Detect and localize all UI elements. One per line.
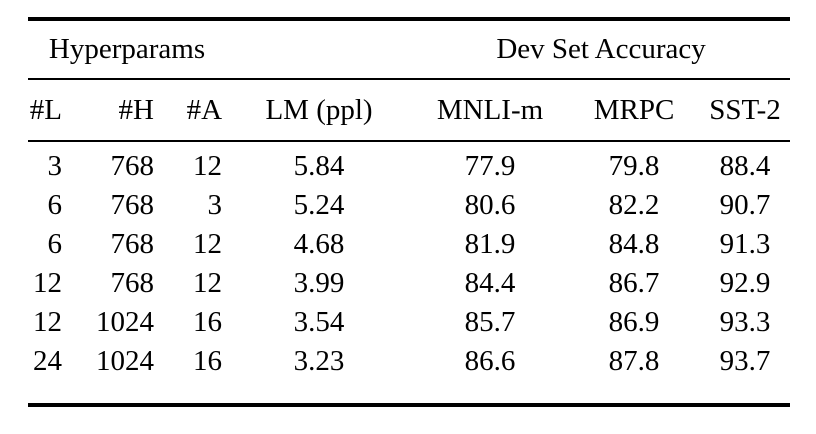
table-cell: 768 xyxy=(110,267,155,299)
table-cell: 12 xyxy=(33,267,62,299)
table-cell: 12 xyxy=(33,306,62,338)
table-cell: 3.54 xyxy=(293,306,345,338)
table-cell: 16 xyxy=(193,345,223,377)
table-cell: 12 xyxy=(193,267,223,299)
table-cell: 3.99 xyxy=(293,267,345,299)
table-row: 3 768 12 5.84 77.9 79.8 88.4 xyxy=(28,141,790,186)
table-cell: 79.8 xyxy=(608,150,660,182)
table-row: 24 1024 16 3.23 86.6 87.8 93.7 xyxy=(28,342,790,405)
table-cell: 4.68 xyxy=(293,228,345,260)
table-cell: 87.8 xyxy=(608,345,660,377)
table-cell: 768 xyxy=(110,150,155,182)
table-cell: 90.7 xyxy=(719,189,771,221)
table-cell: 81.9 xyxy=(464,228,516,260)
table-row: 12 1024 16 3.54 85.7 86.9 93.3 xyxy=(28,303,790,342)
table-cell: 12 xyxy=(193,228,223,260)
table-cell: 84.4 xyxy=(464,267,516,299)
column-header-num-heads: #A xyxy=(186,93,223,126)
column-header-row: #L #H #A LM (ppl) MNLI-m MRPC SST-2 xyxy=(28,79,791,141)
table-cell: 12 xyxy=(193,150,223,182)
table-cell: 5.24 xyxy=(293,189,345,221)
column-header-lm-ppl: LM (ppl) xyxy=(265,93,373,126)
table-cell: 1024 xyxy=(96,345,154,377)
table-cell: 1024 xyxy=(96,306,154,338)
table-cell: 86.6 xyxy=(464,345,516,377)
table-cell: 92.9 xyxy=(719,267,771,299)
table-row: 6 768 3 5.24 80.6 82.2 90.7 xyxy=(28,186,790,225)
table-cell: 91.3 xyxy=(719,228,771,260)
table-cell: 16 xyxy=(193,306,223,338)
column-header-mrpc: MRPC xyxy=(593,93,675,126)
results-table: Hyperparams Dev Set Accuracy #L #H #A LM… xyxy=(28,17,791,407)
table-cell: 3 xyxy=(47,150,63,182)
table-cell: 93.7 xyxy=(719,345,771,377)
table-cell: 86.9 xyxy=(608,306,660,338)
column-header-num-layers: #L xyxy=(29,93,62,126)
table-cell: 85.7 xyxy=(464,306,516,338)
table-cell: 80.6 xyxy=(464,189,516,221)
group-header-dev-set-accuracy: Dev Set Accuracy xyxy=(496,33,706,65)
table-cell: 88.4 xyxy=(719,150,771,182)
group-header-spacer xyxy=(226,19,412,79)
table-row: 12 768 12 3.99 84.4 86.7 92.9 xyxy=(28,264,790,303)
column-header-num-hidden: #H xyxy=(118,93,154,126)
group-header-row: Hyperparams Dev Set Accuracy xyxy=(28,19,791,79)
column-header-sst2: SST-2 xyxy=(709,93,781,126)
group-header-hyperparams: Hyperparams xyxy=(48,33,206,65)
table-cell: 82.2 xyxy=(608,189,660,221)
table-cell: 24 xyxy=(33,345,62,377)
table-cell: 3.23 xyxy=(293,345,345,377)
table-cell: 5.84 xyxy=(293,150,345,182)
table-cell: 93.3 xyxy=(719,306,771,338)
table-cell: 77.9 xyxy=(464,150,516,182)
table-cell: 84.8 xyxy=(608,228,660,260)
table-cell: 3 xyxy=(207,189,223,221)
table-cell: 768 xyxy=(110,228,155,260)
table-cell: 86.7 xyxy=(608,267,660,299)
column-header-mnli-m: MNLI-m xyxy=(436,93,544,126)
table-cell: 6 xyxy=(47,228,63,260)
table-row: 6 768 12 4.68 81.9 84.8 91.3 xyxy=(28,225,790,264)
table-cell: 768 xyxy=(110,189,155,221)
table-cell: 6 xyxy=(47,189,63,221)
